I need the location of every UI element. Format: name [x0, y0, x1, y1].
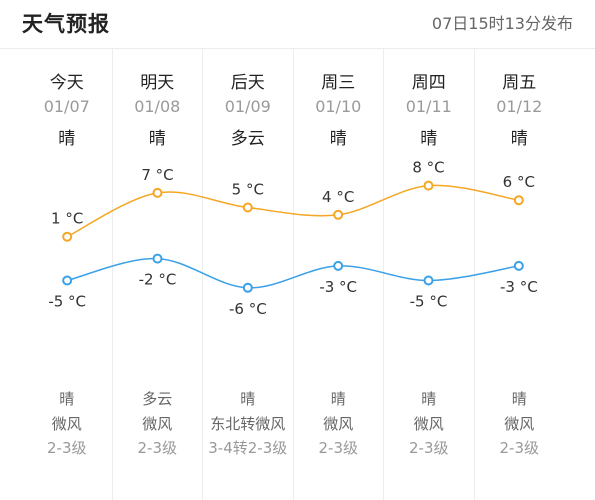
high-temp-point: [152, 187, 163, 198]
wind-level: 3-4转2-3级: [208, 439, 288, 457]
day-name: 周五: [502, 73, 537, 93]
wind-direction: 微风: [323, 415, 354, 433]
low-temp-label: -5 °C: [410, 293, 448, 311]
night-weather: 晴: [240, 390, 256, 408]
wind-level: 2-3级: [137, 439, 178, 457]
day-name: 后天: [230, 73, 265, 93]
wind-level: 2-3级: [499, 439, 540, 457]
day-date: 01/12: [496, 97, 543, 116]
header: 天气预报 07日15时13分发布: [0, 0, 595, 49]
day-date: 01/10: [315, 97, 362, 116]
low-temp-label: -3 °C: [500, 278, 538, 296]
low-temp-point: [152, 253, 163, 264]
day-name: 今天: [49, 73, 84, 93]
wind-level: 2-3级: [47, 439, 87, 457]
forecast-day-column[interactable]: 周三 01/10 晴 晴 微风 2-3级: [294, 48, 384, 500]
high-temp-point: [513, 195, 524, 206]
wind-direction: 微风: [51, 415, 82, 433]
high-temp-label: 1 °C: [51, 210, 83, 228]
low-temp-point: [62, 275, 73, 286]
wind-direction: 微风: [142, 415, 173, 433]
night-weather: 晴: [330, 390, 346, 408]
night-weather: 晴: [421, 390, 437, 408]
day-weather: 晴: [329, 129, 347, 149]
high-temp-point: [333, 209, 344, 220]
night-weather: 多云: [142, 390, 173, 408]
high-temp-point: [423, 180, 434, 191]
day-date: 01/11: [405, 97, 452, 116]
forecast-day-column[interactable]: 周四 01/11 晴 晴 微风 2-3级: [384, 48, 475, 500]
low-temp-label: -3 °C: [319, 278, 357, 296]
wind-direction: 微风: [413, 415, 444, 433]
low-temp-line: [66, 257, 519, 289]
night-weather: 晴: [511, 390, 527, 408]
night-weather: 晴: [59, 390, 75, 408]
wind-level: 2-3级: [318, 439, 359, 457]
forecast-day-column[interactable]: 周五 01/12 晴 晴 微风 2-3级: [475, 48, 565, 500]
high-temp-label: 4 °C: [322, 188, 354, 206]
day-name: 周四: [411, 73, 446, 93]
low-temp-point: [242, 282, 253, 293]
forecast-day-column[interactable]: 今天 01/07 晴 晴 微风 2-3级: [22, 48, 113, 500]
day-date: 01/08: [134, 97, 181, 116]
day-weather: 晴: [58, 129, 76, 149]
high-temp-point: [242, 202, 253, 213]
day-date: 01/09: [224, 97, 271, 116]
low-temp-point: [513, 260, 524, 271]
forecast-day-column[interactable]: 后天 01/09 多云 晴 东北转微风 3-4转2-3级: [203, 48, 294, 500]
low-temp-label: -5 °C: [48, 293, 86, 311]
high-temp-label: 7 °C: [141, 166, 173, 184]
high-temp-label: 6 °C: [503, 173, 535, 191]
low-temp-point: [333, 260, 344, 271]
forecast-columns: 今天 01/07 晴 晴 微风 2-3级 明天 01/08 晴 多云 微风 2-…: [22, 48, 564, 500]
wind-level: 2-3级: [409, 439, 449, 457]
high-temp-line: [66, 184, 519, 238]
high-temp-label: 5 °C: [232, 181, 264, 199]
day-name: 周三: [321, 73, 356, 93]
wind-direction: 微风: [504, 415, 535, 433]
high-temp-label: 8 °C: [412, 159, 444, 177]
low-temp-point: [423, 275, 434, 286]
low-temp-label: -6 °C: [229, 300, 267, 318]
day-weather: 晴: [510, 129, 528, 149]
wind-direction: 东北转微风: [210, 415, 286, 433]
forecast-day-column[interactable]: 明天 01/08 晴 多云 微风 2-3级: [113, 48, 203, 500]
day-weather: 晴: [420, 129, 438, 149]
day-name: 明天: [140, 73, 175, 93]
low-temp-label: -2 °C: [139, 271, 177, 289]
publish-time: 07日15时13分发布: [431, 14, 573, 33]
day-weather: 多云: [230, 129, 265, 149]
high-temp-point: [62, 231, 73, 242]
day-weather: 晴: [148, 129, 166, 149]
page-title: 天气预报: [22, 12, 110, 36]
day-date: 01/07: [43, 97, 90, 116]
